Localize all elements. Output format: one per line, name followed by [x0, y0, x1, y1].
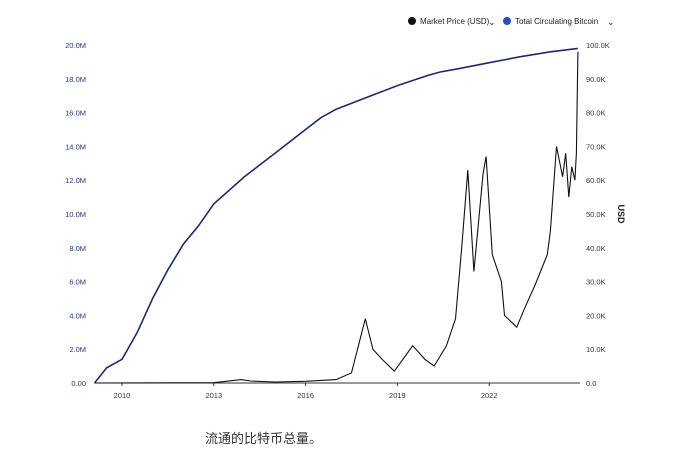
chart-caption: 流通的比特币总量。 — [205, 432, 323, 447]
chevron-down-icon[interactable]: ⌄ — [488, 17, 496, 27]
left-tick-label: 8.0M — [69, 244, 86, 253]
legend-marker-supply — [503, 17, 511, 25]
left-axis-ticks: 0.00 2.0M 4.0M 6.0M 8.0M 10.0M 12.0M 14.0M 16.0M… — [65, 41, 86, 388]
legend-label-price[interactable]: Market Price (USD) — [420, 17, 490, 26]
right-tick-label: 70.0K — [586, 142, 606, 151]
right-tick-label: 90.0K — [586, 75, 606, 84]
series-line-supply — [93, 47, 578, 384]
chevron-down-icon[interactable]: ⌄ — [607, 17, 615, 27]
x-tick-label: 2013 — [205, 391, 222, 400]
right-tick-label: 60.0K — [586, 176, 606, 185]
left-tick-label: 14.0M — [65, 142, 86, 151]
left-tick-label: 10.0M — [65, 210, 86, 219]
left-tick-label: 18.0M — [65, 75, 86, 84]
x-tick-label: 2022 — [481, 391, 498, 400]
left-tick-label: 4.0M — [69, 311, 86, 320]
right-tick-label: 80.0K — [586, 109, 606, 118]
legend[interactable]: Market Price (USD) ⌄ Total Circulating B… — [408, 17, 615, 27]
right-axis-ticks: 0.0 10.0K 20.0K 30.0K 40.0K 50.0K 60.0K 70.0K 80… — [586, 41, 610, 388]
left-tick-label: 20.0M — [65, 41, 86, 50]
left-tick-label: 12.0M — [65, 176, 86, 185]
right-tick-label: 100.0K — [586, 41, 610, 50]
legend-marker-price — [408, 17, 416, 25]
left-tick-label: 2.0M — [69, 345, 86, 354]
right-tick-label: 50.0K — [586, 210, 606, 219]
left-tick-label: 6.0M — [69, 278, 86, 287]
right-tick-label: 30.0K — [586, 278, 606, 287]
x-tick-label: 2016 — [297, 391, 314, 400]
right-tick-label: 10.0K — [586, 345, 606, 354]
x-tick-label: 2019 — [389, 391, 406, 400]
left-tick-label: 0.00 — [71, 379, 86, 388]
right-tick-label: 20.0K — [586, 311, 606, 320]
series-line-price — [94, 51, 579, 384]
left-tick-label: 16.0M — [65, 109, 86, 118]
right-tick-label: 40.0K — [586, 244, 606, 253]
x-axis-ticks: 2010 2013 2016 2019 2022 — [114, 383, 498, 400]
right-tick-label: 0.0 — [586, 379, 596, 388]
legend-label-supply[interactable]: Total Circulating Bitcoin — [515, 17, 598, 26]
right-axis-label: USD — [616, 204, 626, 224]
x-tick-label: 2010 — [114, 391, 131, 400]
